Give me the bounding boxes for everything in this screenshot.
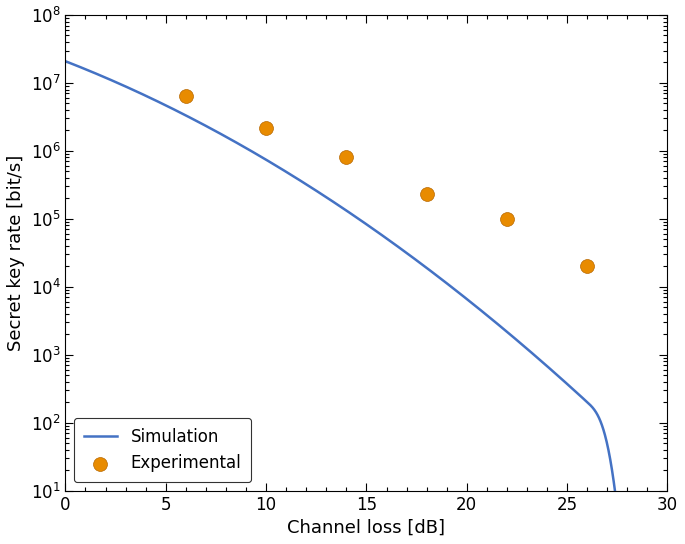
- Experimental: [501, 214, 512, 223]
- Line: Simulation: Simulation: [65, 61, 615, 491]
- Simulation: [61, 58, 69, 64]
- Experimental: [341, 153, 352, 162]
- Simulation: [530, 351, 538, 358]
- Experimental: [421, 190, 432, 199]
- X-axis label: Channel loss [dB]: Channel loss [dB]: [288, 519, 445, 537]
- Simulation: [348, 211, 356, 218]
- Legend: Simulation, Experimental: Simulation, Experimental: [74, 418, 251, 483]
- Experimental: [582, 262, 593, 271]
- Simulation: [462, 295, 470, 301]
- Simulation: [456, 290, 464, 296]
- Simulation: [420, 263, 428, 269]
- Simulation: [197, 120, 205, 127]
- Experimental: [180, 91, 191, 100]
- Simulation: [611, 487, 619, 494]
- Y-axis label: Secret key rate [bit/s]: Secret key rate [bit/s]: [7, 154, 25, 351]
- Experimental: [260, 123, 271, 132]
